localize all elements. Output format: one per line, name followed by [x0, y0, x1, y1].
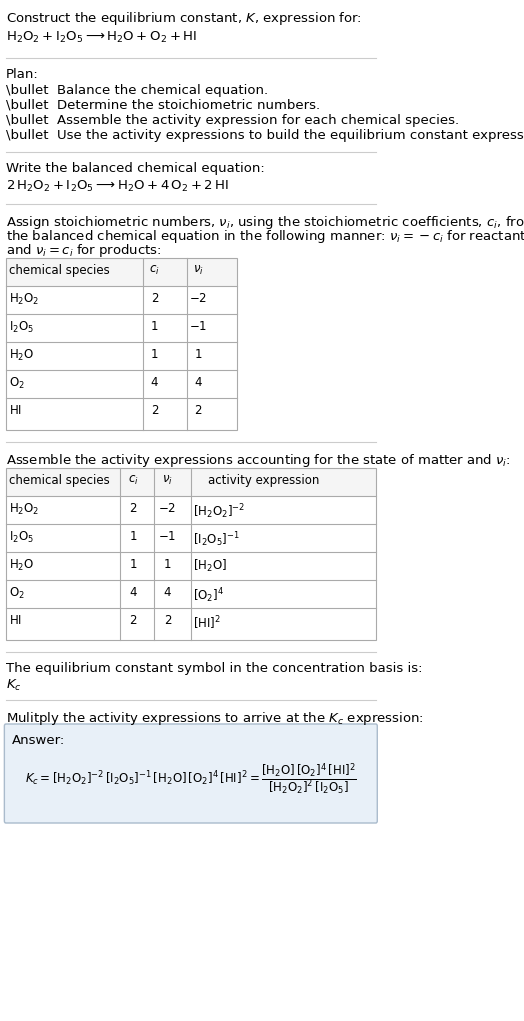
Bar [6, 258, 237, 286]
Text: the balanced chemical equation in the following manner: $\nu_i = -c_i$ for react: the balanced chemical equation in the fo… [6, 228, 524, 245]
Text: $\mathrm{H_2O}$: $\mathrm{H_2O}$ [9, 348, 34, 363]
Text: $[\mathrm{H_2O_2}]^{-2}$: $[\mathrm{H_2O_2}]^{-2}$ [193, 502, 245, 521]
Text: 2: 2 [164, 614, 171, 627]
Text: 4: 4 [129, 586, 137, 599]
Text: Assign stoichiometric numbers, $\nu_i$, using the stoichiometric coefficients, $: Assign stoichiometric numbers, $\nu_i$, … [6, 214, 524, 231]
Text: \bullet  Determine the stoichiometric numbers.: \bullet Determine the stoichiometric num… [6, 99, 320, 112]
Text: $-2$: $-2$ [189, 292, 207, 305]
Text: 1: 1 [151, 320, 158, 333]
Text: 2: 2 [151, 404, 158, 417]
Text: chemical species: chemical species [9, 264, 110, 277]
Text: $-1$: $-1$ [158, 530, 177, 543]
Text: \bullet  Use the activity expressions to build the equilibrium constant expressi: \bullet Use the activity expressions to … [6, 129, 524, 142]
Text: 1: 1 [129, 558, 137, 571]
Text: $2\,\mathrm{H_2O_2} + \mathrm{I_2O_5} \longrightarrow \mathrm{H_2O} + 4\,\mathrm: $2\,\mathrm{H_2O_2} + \mathrm{I_2O_5} \l… [6, 179, 229, 194]
Bar [6, 468, 376, 496]
Text: 2: 2 [129, 614, 137, 627]
Text: 4: 4 [151, 376, 158, 389]
Text: $\mathrm{O_2}$: $\mathrm{O_2}$ [9, 376, 25, 391]
Text: 2: 2 [129, 502, 137, 515]
Text: 2: 2 [194, 404, 202, 417]
Text: $\nu_i$: $\nu_i$ [193, 264, 203, 277]
Text: 1: 1 [194, 348, 202, 361]
Text: \bullet  Balance the chemical equation.: \bullet Balance the chemical equation. [6, 84, 268, 97]
Text: $\mathrm{H_2O_2} + \mathrm{I_2O_5} \longrightarrow \mathrm{H_2O} + \mathrm{O_2} : $\mathrm{H_2O_2} + \mathrm{I_2O_5} \long… [6, 30, 197, 45]
Text: $\mathrm{I_2O_5}$: $\mathrm{I_2O_5}$ [9, 530, 34, 545]
Text: $[\mathrm{I_2O_5}]^{-1}$: $[\mathrm{I_2O_5}]^{-1}$ [193, 530, 240, 548]
Text: Plan:: Plan: [6, 68, 39, 81]
Text: $\mathrm{I_2O_5}$: $\mathrm{I_2O_5}$ [9, 320, 34, 335]
Text: $c_i$: $c_i$ [149, 264, 160, 277]
Text: 4: 4 [194, 376, 202, 389]
Bar [6, 468, 376, 640]
Text: \bullet  Assemble the activity expression for each chemical species.: \bullet Assemble the activity expression… [6, 114, 459, 127]
Text: and $\nu_i = c_i$ for products:: and $\nu_i = c_i$ for products: [6, 242, 161, 259]
Text: 4: 4 [164, 586, 171, 599]
Bar [6, 258, 237, 430]
Text: activity expression: activity expression [208, 474, 319, 487]
Text: $\mathrm{H_2O_2}$: $\mathrm{H_2O_2}$ [9, 292, 39, 307]
Text: $[\mathrm{O_2}]^4$: $[\mathrm{O_2}]^4$ [193, 586, 224, 604]
Text: Mulitply the activity expressions to arrive at the $K_c$ expression:: Mulitply the activity expressions to arr… [6, 710, 423, 727]
Text: 1: 1 [129, 530, 137, 543]
Text: Answer:: Answer: [12, 734, 65, 747]
Text: 1: 1 [164, 558, 171, 571]
Text: $\mathrm{HI}$: $\mathrm{HI}$ [9, 614, 22, 627]
FancyBboxPatch shape [4, 724, 377, 823]
Text: Write the balanced chemical equation:: Write the balanced chemical equation: [6, 162, 265, 175]
Text: $[\mathrm{HI}]^2$: $[\mathrm{HI}]^2$ [193, 614, 221, 632]
Text: Construct the equilibrium constant, $K$, expression for:: Construct the equilibrium constant, $K$,… [6, 10, 362, 27]
Text: $\mathrm{HI}$: $\mathrm{HI}$ [9, 404, 22, 417]
Text: $-2$: $-2$ [158, 502, 177, 515]
Text: $c_i$: $c_i$ [128, 474, 139, 487]
Text: $\mathrm{O_2}$: $\mathrm{O_2}$ [9, 586, 25, 601]
Text: 2: 2 [151, 292, 158, 305]
Text: 1: 1 [151, 348, 158, 361]
Text: $-1$: $-1$ [189, 320, 207, 333]
Text: Assemble the activity expressions accounting for the state of matter and $\nu_i$: Assemble the activity expressions accoun… [6, 452, 510, 469]
Text: $K_c = [\mathrm{H_2O_2}]^{-2}\,[\mathrm{I_2O_5}]^{-1}\,[\mathrm{H_2O}]\,[\mathrm: $K_c = [\mathrm{H_2O_2}]^{-2}\,[\mathrm{… [25, 761, 357, 796]
Text: $\nu_i$: $\nu_i$ [162, 474, 173, 487]
Text: $\mathrm{H_2O_2}$: $\mathrm{H_2O_2}$ [9, 502, 39, 517]
Text: $\mathrm{H_2O}$: $\mathrm{H_2O}$ [9, 558, 34, 573]
Text: chemical species: chemical species [9, 474, 110, 487]
Text: $[\mathrm{H_2O}]$: $[\mathrm{H_2O}]$ [193, 558, 227, 574]
Text: The equilibrium constant symbol in the concentration basis is:: The equilibrium constant symbol in the c… [6, 662, 422, 675]
Text: $K_c$: $K_c$ [6, 678, 21, 693]
